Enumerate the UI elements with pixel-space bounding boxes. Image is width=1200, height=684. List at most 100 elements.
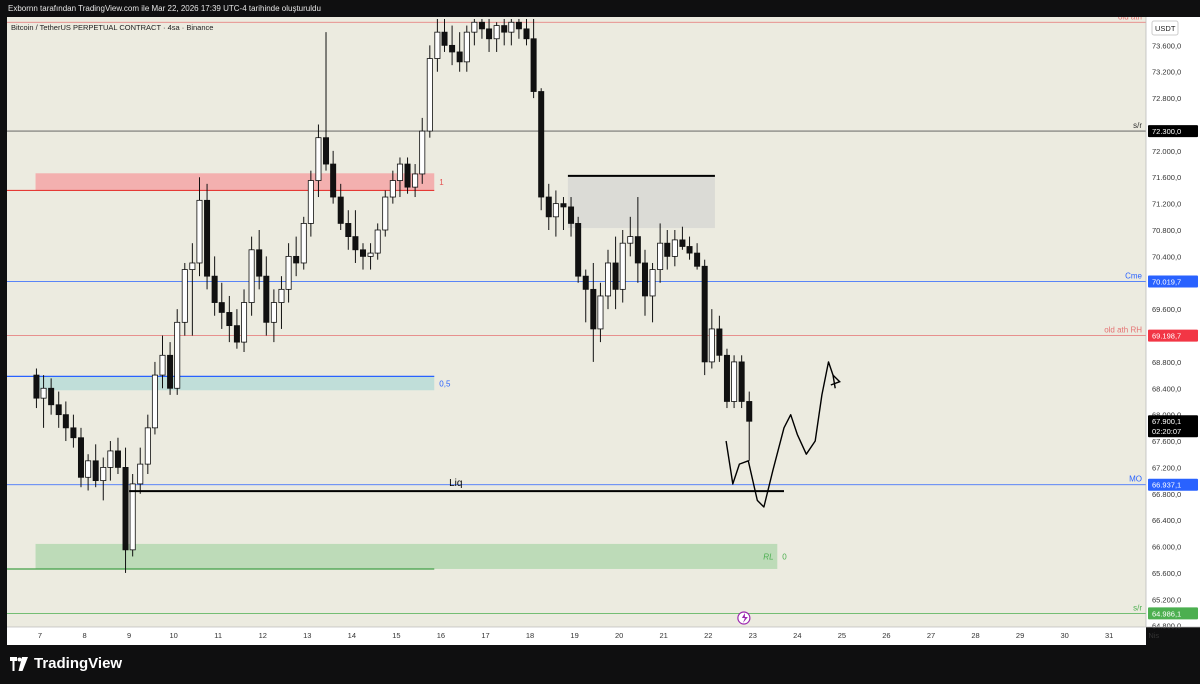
publisher-line: Exbornn tarafından TradingView.com ile M… bbox=[8, 4, 321, 13]
forecast-path bbox=[725, 361, 836, 508]
x-tick-label: 21 bbox=[660, 631, 668, 640]
plot-area[interactable] bbox=[7, 17, 1146, 627]
x-tick-label: 11 bbox=[214, 631, 222, 640]
y-tick-label: 68.800,0 bbox=[1152, 358, 1181, 367]
candle bbox=[508, 21, 515, 33]
price-axis[interactable] bbox=[1146, 17, 1200, 627]
fib-0-zone bbox=[35, 543, 778, 569]
candle bbox=[493, 25, 500, 40]
level-label-MO: MO bbox=[1129, 475, 1142, 484]
x-tick-label: 15 bbox=[392, 631, 400, 640]
candle bbox=[167, 354, 174, 389]
candle bbox=[679, 239, 686, 247]
y-tick-label: 72.800,0 bbox=[1152, 94, 1181, 103]
candle bbox=[396, 163, 403, 181]
countdown-text: 02:20:07 bbox=[1152, 427, 1181, 436]
x-tick-label: 27 bbox=[927, 631, 935, 640]
y-tick-label: 67.200,0 bbox=[1152, 463, 1181, 472]
x-tick-label: 16 bbox=[437, 631, 445, 640]
candle bbox=[731, 361, 738, 402]
badge-MO bbox=[1148, 478, 1198, 491]
badge-s/r-top bbox=[1148, 125, 1198, 138]
tradingview-logo[interactable]: TradingView bbox=[8, 655, 122, 672]
candle bbox=[189, 262, 196, 270]
last-price-text: 67.900,1 bbox=[1152, 417, 1181, 426]
y-tick-label: 66.800,0 bbox=[1152, 490, 1181, 499]
x-tick-label: 13 bbox=[303, 631, 311, 640]
candle bbox=[196, 199, 203, 264]
y-tick-label: 67.600,0 bbox=[1152, 437, 1181, 446]
time-axis[interactable] bbox=[7, 627, 1146, 645]
candle bbox=[456, 51, 463, 63]
candle bbox=[151, 374, 158, 429]
candle bbox=[204, 199, 211, 277]
candle bbox=[137, 463, 144, 485]
logo-text: TradingView bbox=[34, 655, 123, 672]
x-tick-label: 31 bbox=[1105, 631, 1113, 640]
candle bbox=[575, 223, 582, 277]
candle bbox=[293, 255, 300, 264]
candle bbox=[634, 236, 641, 264]
candle bbox=[723, 354, 730, 402]
y-tick-label: 64.800,0 bbox=[1152, 622, 1181, 631]
candle bbox=[323, 137, 330, 165]
candle bbox=[77, 437, 84, 478]
x-tick-label: 24 bbox=[793, 631, 801, 640]
candle bbox=[315, 137, 322, 181]
badge-text-s/r-bottom: 64.986,1 bbox=[1152, 609, 1181, 618]
level-label-old-ath-RH: old ath RH bbox=[1104, 326, 1142, 335]
candle bbox=[248, 249, 255, 303]
candle bbox=[463, 31, 470, 63]
badge-Cme bbox=[1148, 275, 1198, 288]
y-tick-label: 71.600,0 bbox=[1152, 173, 1181, 182]
candle bbox=[538, 91, 545, 198]
currency-box[interactable] bbox=[1151, 20, 1179, 36]
candle bbox=[501, 25, 508, 33]
candle bbox=[100, 467, 107, 481]
y-tick-label: 71.200,0 bbox=[1152, 200, 1181, 209]
forecast-arrow bbox=[830, 374, 841, 386]
candle bbox=[382, 196, 389, 231]
y-tick-label: 69.600,0 bbox=[1152, 305, 1181, 314]
publisher-bar: Exbornn tarafından TradingView.com ile M… bbox=[0, 0, 1200, 17]
candle bbox=[352, 236, 359, 251]
candle bbox=[218, 302, 225, 313]
candle bbox=[486, 28, 493, 40]
candle bbox=[359, 249, 366, 257]
candle bbox=[233, 325, 240, 343]
x-tick-label: 26 bbox=[882, 631, 890, 640]
x-tick-label: 29 bbox=[1016, 631, 1024, 640]
y-tick-label: 65.600,0 bbox=[1152, 569, 1181, 578]
badge-text-old-ath-RH: 69.198,7 bbox=[1152, 332, 1181, 341]
candle bbox=[307, 180, 314, 224]
candle bbox=[560, 203, 567, 208]
fib-05-zone bbox=[35, 376, 435, 391]
candle bbox=[270, 302, 277, 323]
candle bbox=[114, 450, 121, 468]
candle bbox=[300, 223, 307, 264]
y-tick-label: 70.800,0 bbox=[1152, 226, 1181, 235]
x-tick-label: 18 bbox=[526, 631, 534, 640]
candle bbox=[746, 401, 753, 422]
candle bbox=[515, 21, 522, 30]
candle bbox=[716, 328, 723, 356]
candle bbox=[144, 427, 151, 465]
fib-1-zone-label: 1 bbox=[439, 178, 444, 187]
candle bbox=[33, 374, 40, 399]
chart-title: Bitcoin / TetherUS PERPETUAL CONTRACT · … bbox=[11, 23, 213, 32]
candle bbox=[664, 242, 671, 257]
candle bbox=[523, 28, 530, 40]
x-tick-label: 25 bbox=[838, 631, 846, 640]
candle bbox=[530, 38, 537, 92]
fib-0-zone-label: 0 bbox=[782, 552, 787, 561]
candle bbox=[263, 275, 270, 323]
currency-label: USDT bbox=[1155, 24, 1176, 33]
candle bbox=[337, 196, 344, 224]
badge-text-Cme: 70.019,7 bbox=[1152, 277, 1181, 286]
candle bbox=[129, 483, 136, 551]
supply-zone bbox=[567, 175, 715, 229]
x-tick-label: 19 bbox=[570, 631, 578, 640]
candle bbox=[434, 31, 441, 59]
candle bbox=[122, 467, 129, 551]
